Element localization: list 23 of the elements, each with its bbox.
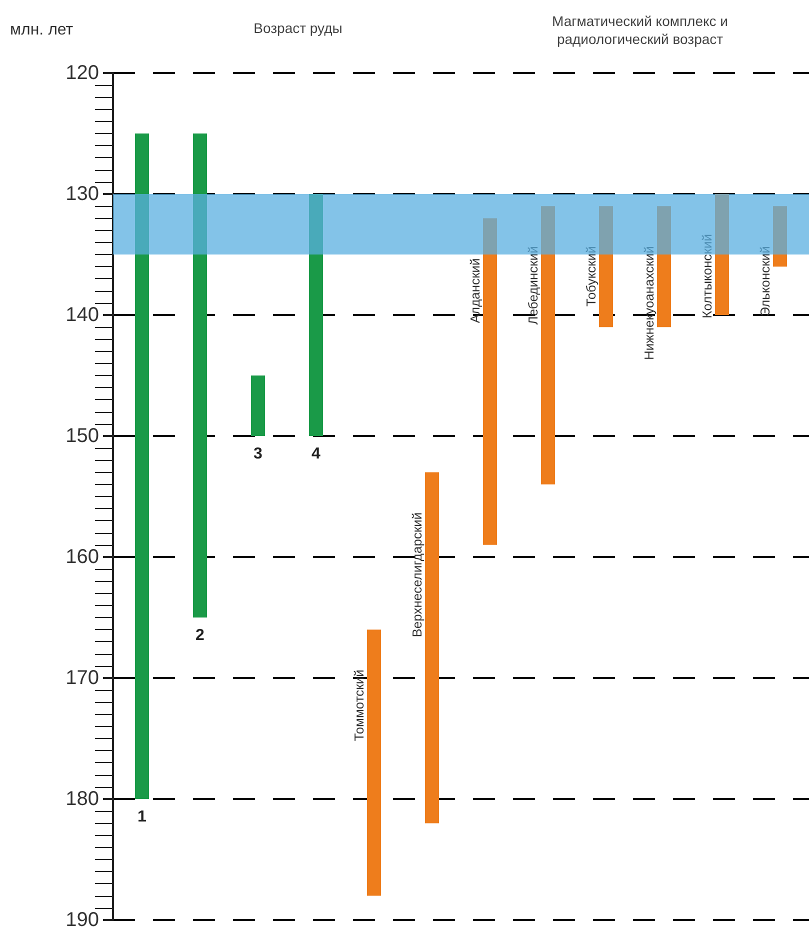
x-tick-label: Нижнекуоанахский <box>642 246 656 360</box>
y-axis-title: млн. лет <box>10 22 74 38</box>
y-tick-label: 190 <box>66 909 99 930</box>
y-tick-label: 140 <box>66 304 99 326</box>
text: Магматический комплекс и радиологический возраст <box>552 13 728 47</box>
y-tick-label: 150 <box>66 425 99 447</box>
x-tick-label: 3 <box>254 446 263 462</box>
y-tick-label: 130 <box>66 183 99 205</box>
y-tick-label: 180 <box>66 788 99 810</box>
x-tick-label: 2 <box>196 627 205 644</box>
x-tick-label: Томмотский <box>352 670 366 742</box>
x-tick-label: 4 <box>312 446 321 462</box>
x-tick-label: Эльконский <box>758 246 772 316</box>
x-tick-label: Тобукский <box>584 246 598 306</box>
y-tick-label: 160 <box>66 546 99 568</box>
text: Возраст руды <box>254 20 342 36</box>
x-tick-label: Алданский <box>468 258 482 324</box>
y-tick-label: 170 <box>66 667 99 689</box>
x-tick-label: Колтыконский <box>700 234 714 318</box>
x-tick-label: 1 <box>138 808 147 826</box>
y-tick-label: 120 <box>66 62 99 84</box>
x-tick-label: Верхнеселигдарский <box>410 512 424 638</box>
x-tick-label: Лебединский <box>526 246 540 325</box>
